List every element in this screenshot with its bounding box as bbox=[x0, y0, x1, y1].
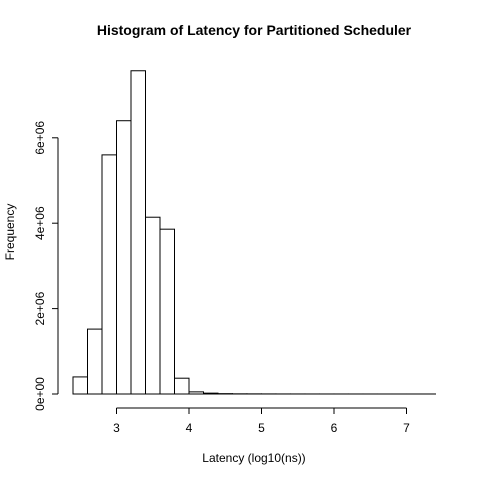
histogram-bar bbox=[130, 70, 146, 395]
y-tick-label: 4e+06 bbox=[33, 206, 47, 240]
histogram-bar bbox=[116, 120, 132, 395]
y-tick-label: 2e+06 bbox=[33, 291, 47, 325]
histogram-bar bbox=[72, 376, 88, 395]
y-axis-label: Frequency bbox=[3, 204, 17, 261]
y-tick-label: 0e+00 bbox=[33, 377, 47, 411]
histogram-bar bbox=[188, 391, 204, 395]
x-tick-label: 4 bbox=[186, 421, 193, 435]
x-tick-label: 7 bbox=[403, 421, 410, 435]
y-axis: 0e+00 2e+06 4e+06 6e+06 bbox=[33, 121, 59, 411]
histogram-bar bbox=[101, 154, 117, 395]
histogram-bar bbox=[145, 216, 161, 395]
x-tick-label: 3 bbox=[113, 421, 120, 435]
x-tick-label: 6 bbox=[331, 421, 338, 435]
histogram-bar bbox=[203, 392, 219, 395]
x-axis: 3 4 5 6 7 bbox=[113, 407, 410, 435]
x-tick-label: 5 bbox=[258, 421, 265, 435]
histogram-bar bbox=[174, 377, 190, 395]
bars-group bbox=[72, 70, 436, 395]
x-axis-label: Latency (log10(ns)) bbox=[202, 451, 305, 465]
histogram-bar bbox=[159, 228, 175, 395]
y-tick-label: 6e+06 bbox=[33, 121, 47, 155]
chart-title: Histogram of Latency for Partitioned Sch… bbox=[97, 22, 412, 38]
histogram-bar bbox=[87, 328, 103, 395]
